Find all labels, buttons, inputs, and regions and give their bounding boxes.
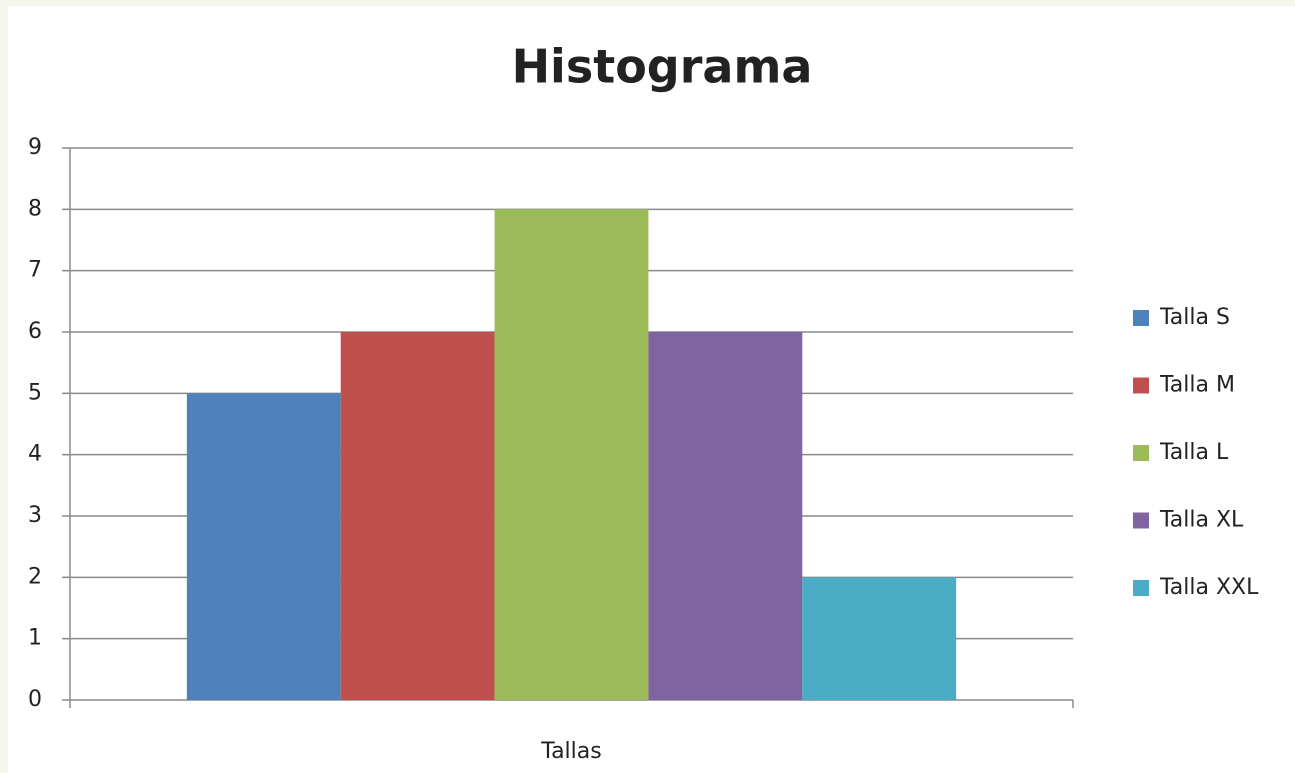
legend-swatch [1133, 512, 1149, 529]
bar [340, 332, 495, 700]
legend-label: Talla L [1159, 440, 1229, 465]
chart-title: Histograma [512, 40, 813, 94]
legend-label: Talla S [1159, 305, 1230, 330]
legend-label: Talla XXL [1159, 575, 1259, 600]
y-tick-label: 4 [28, 442, 42, 467]
y-tick-label: 9 [28, 135, 42, 160]
y-tick-label: 6 [28, 319, 42, 344]
legend-swatch [1133, 377, 1149, 394]
legend-label: Talla XL [1159, 508, 1244, 533]
legend-swatch [1133, 580, 1149, 596]
y-tick-label: 3 [28, 503, 42, 528]
y-tick-label: 2 [28, 564, 42, 589]
y-tick-label: 5 [28, 380, 42, 405]
legend-swatch [1133, 310, 1149, 326]
bar [648, 332, 803, 700]
y-tick-label: 7 [28, 258, 42, 283]
bar [186, 393, 341, 700]
y-tick-label: 1 [28, 626, 42, 651]
y-tick-label: 8 [28, 196, 42, 221]
x-tick-label: Tallas [540, 739, 601, 764]
legend-swatch [1133, 445, 1149, 461]
legend-label: Talla M [1159, 373, 1235, 398]
bar [494, 209, 649, 701]
bar [802, 577, 957, 700]
y-tick-label: 0 [28, 687, 42, 712]
